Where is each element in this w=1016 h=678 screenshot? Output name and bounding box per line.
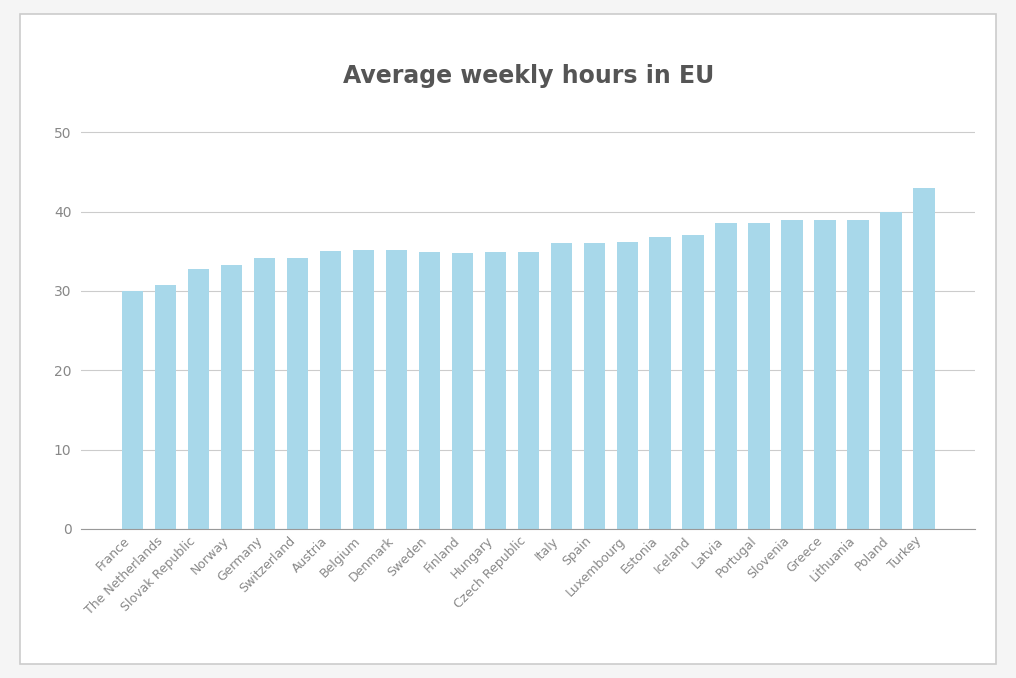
- Bar: [913, 188, 935, 529]
- Bar: [583, 243, 605, 529]
- Bar: [781, 220, 803, 529]
- Bar: [287, 258, 308, 529]
- Bar: [154, 285, 177, 529]
- Bar: [715, 224, 737, 529]
- Bar: [617, 242, 638, 529]
- Bar: [683, 235, 704, 529]
- Bar: [419, 252, 440, 529]
- Bar: [320, 252, 341, 529]
- Bar: [254, 258, 275, 529]
- Bar: [847, 220, 869, 529]
- Bar: [452, 253, 473, 529]
- Bar: [880, 212, 902, 529]
- Bar: [386, 250, 407, 529]
- Bar: [353, 250, 374, 529]
- Bar: [485, 252, 506, 529]
- Bar: [517, 252, 539, 529]
- Bar: [188, 269, 209, 529]
- Bar: [649, 237, 671, 529]
- Bar: [122, 291, 143, 529]
- Bar: [551, 243, 572, 529]
- Title: Average weekly hours in EU: Average weekly hours in EU: [342, 64, 714, 89]
- Bar: [749, 222, 770, 529]
- Bar: [220, 264, 242, 529]
- Bar: [815, 220, 836, 529]
